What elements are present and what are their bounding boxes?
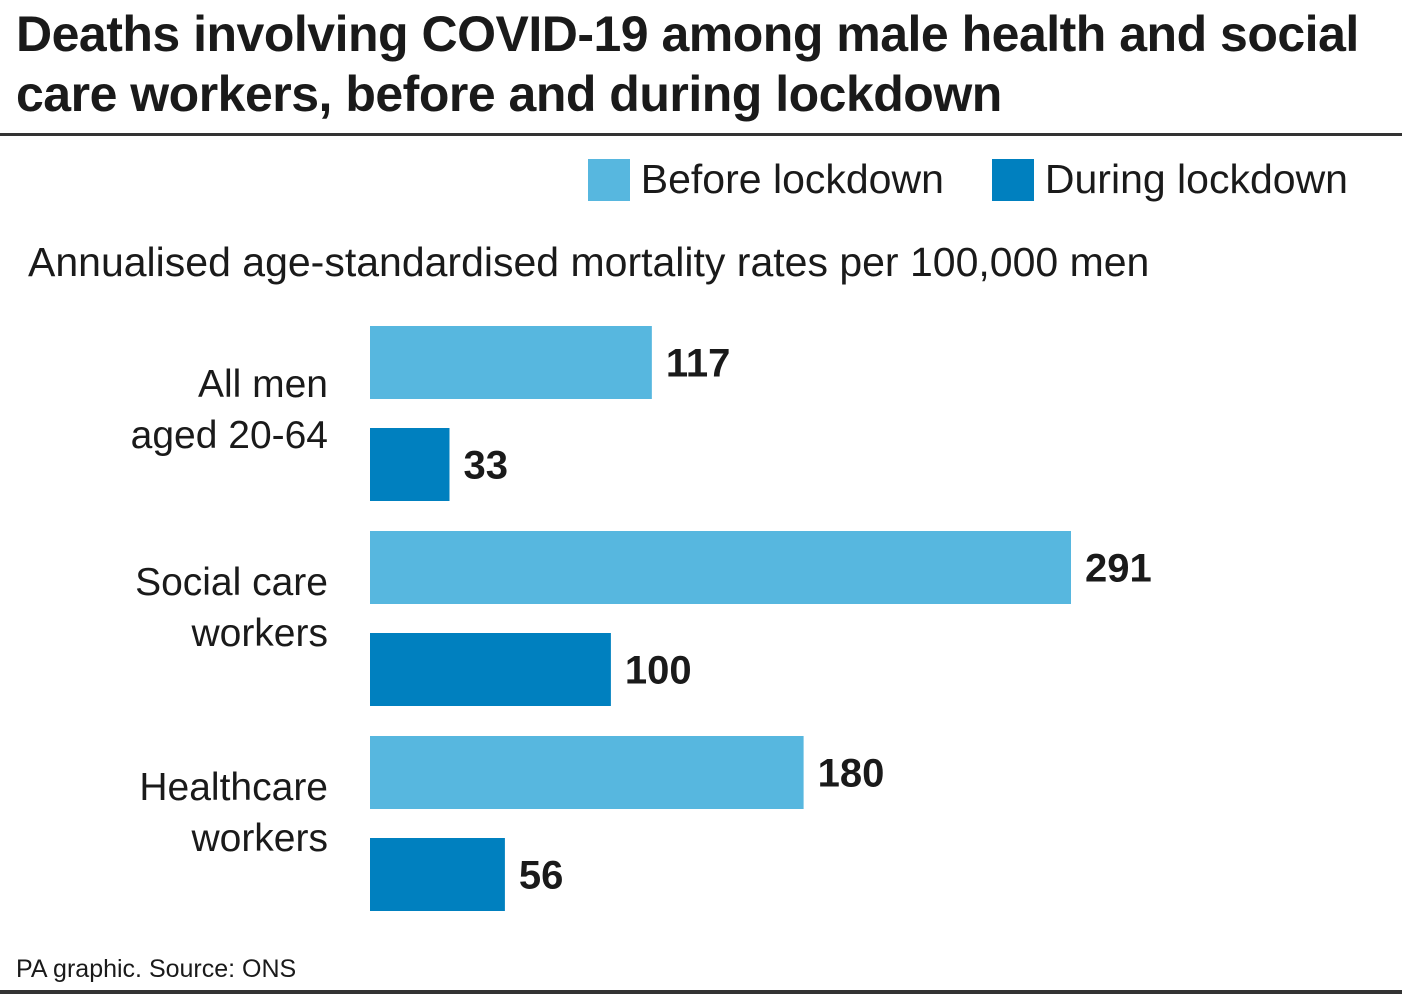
category-label-line: workers: [191, 612, 328, 655]
category-label-line: Social care: [135, 561, 328, 604]
data-label-before-2: 180: [818, 752, 885, 796]
bar-before-1: [370, 531, 1071, 604]
bar-during-1: [370, 633, 611, 706]
bottom-divider: [0, 990, 1402, 994]
legend-item-before: Before lockdown: [587, 156, 944, 203]
legend-swatch-during: [991, 158, 1034, 201]
title-divider: [0, 133, 1402, 136]
data-label-during-0: 33: [463, 444, 508, 488]
legend-swatch-before: [587, 158, 630, 201]
bar-during-0: [370, 428, 450, 501]
chart-subtitle: Annualised age-standardised mortality ra…: [28, 239, 1150, 285]
category-label-healthcare: Healthcare workers: [139, 762, 328, 864]
legend-label-before: Before lockdown: [640, 156, 944, 202]
legend-label-during: During lockdown: [1044, 156, 1348, 202]
category-label-line: All men: [197, 363, 328, 406]
legend-item-during: During lockdown: [991, 156, 1348, 203]
data-label-during-2: 56: [519, 854, 564, 898]
chart-title: Deaths involving COVID-19 among male hea…: [16, 6, 1359, 122]
data-label-before-1: 291: [1085, 547, 1152, 591]
bar-during-2: [370, 838, 505, 911]
category-label-all-men: All men aged 20-64: [131, 359, 328, 461]
bar-before-0: [370, 326, 652, 399]
category-label-line: workers: [191, 817, 328, 860]
category-label-line: Healthcare: [139, 766, 328, 809]
legend: Before lockdown During lockdown: [540, 156, 1348, 203]
data-label-before-0: 117: [666, 342, 731, 386]
bar-before-2: [370, 736, 804, 809]
category-label-line: aged 20-64: [130, 414, 328, 457]
category-label-social-care: Social care workers: [135, 557, 328, 659]
data-label-during-1: 100: [625, 649, 692, 693]
source-note: PA graphic. Source: ONS: [16, 955, 297, 983]
